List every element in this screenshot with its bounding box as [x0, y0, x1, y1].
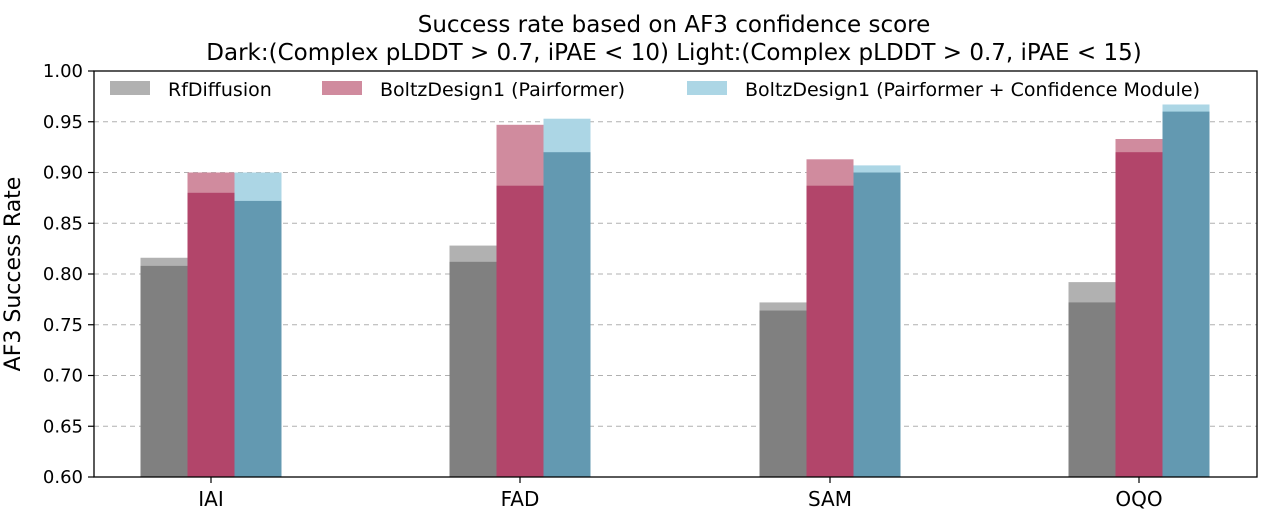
- plot-frame: [93, 70, 1258, 478]
- bar-dark: [1162, 111, 1210, 477]
- y-tick-label: 0.95: [43, 112, 83, 133]
- legend-label: RfDiffusion: [168, 79, 272, 101]
- bar-dark: [140, 265, 188, 477]
- y-tick-label: 0.90: [43, 163, 83, 184]
- y-tick-label: 0.80: [43, 264, 83, 285]
- legend-swatch: [687, 81, 727, 95]
- bar-dark: [1115, 152, 1163, 477]
- x-tick-label: OQO: [1115, 487, 1162, 511]
- y-tick-label: 0.65: [43, 416, 83, 437]
- y-tick-label: 0.70: [43, 366, 83, 387]
- legend: RfDiffusion BoltzDesign1 (Pairformer) Bolt…: [110, 79, 1200, 101]
- legend-label: BoltzDesign1 (Pairformer + Confidence Mo…: [745, 79, 1200, 101]
- chart-subtitle: Dark:(Complex pLDDT > 0.7, iPAE < 10) Li…: [206, 40, 1141, 66]
- y-tick-label: 0.60: [43, 467, 83, 488]
- y-tick-label: 0.85: [43, 213, 83, 234]
- chart-title: Success rate based on AF3 confidence sco…: [418, 12, 931, 38]
- legend-swatch: [322, 81, 362, 95]
- legend-label: BoltzDesign1 (Pairformer): [380, 79, 625, 101]
- bars-layer: [140, 104, 1210, 478]
- bar-dark: [543, 152, 591, 477]
- y-axis-label: AF3 Success Rate: [1, 177, 26, 372]
- bar-dark: [1068, 302, 1116, 477]
- bar-dark: [853, 172, 901, 477]
- bar-dark: [234, 200, 282, 478]
- bar-dark: [759, 310, 807, 477]
- y-tick-label: 0.75: [43, 315, 83, 336]
- axis-layer: 0.60 0.65 0.70 0.75 0.80 0.85 0.90 0.95 1.00 IAI F…: [43, 61, 1258, 511]
- grid-layer: [94, 121, 1257, 427]
- bar-dark: [806, 185, 854, 477]
- x-tick-label: SAM: [808, 487, 852, 511]
- bar-dark: [496, 185, 544, 477]
- bar-dark: [187, 192, 235, 478]
- y-tick-label: 1.00: [43, 61, 83, 82]
- legend-swatch: [110, 81, 150, 95]
- bar-dark: [449, 261, 497, 477]
- x-tick-label: FAD: [501, 487, 540, 511]
- x-tick-label: IAI: [198, 487, 223, 511]
